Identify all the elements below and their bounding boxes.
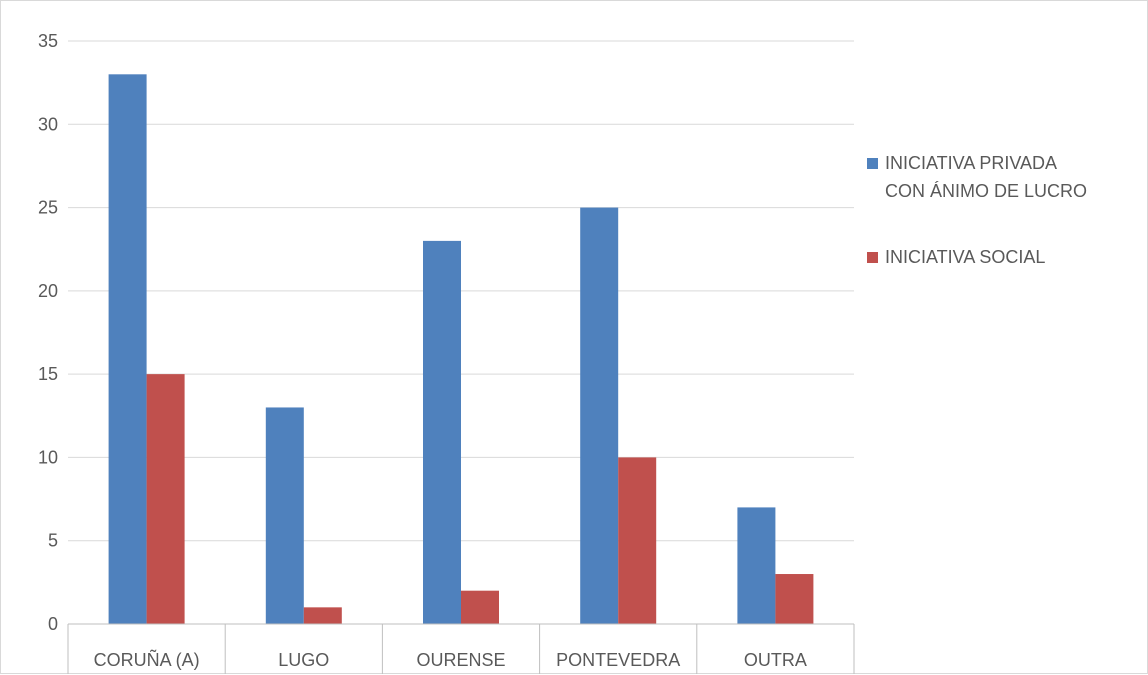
x-tick-label: PONTEVEDRA: [556, 650, 680, 670]
legend-swatch: [867, 158, 878, 169]
legend-label: INICIATIVA PRIVADA: [885, 153, 1057, 173]
bar-series-0-2: [423, 240, 461, 624]
bar-series-1-3: [618, 457, 657, 624]
y-tick-label: 25: [38, 198, 58, 218]
legend: INICIATIVA PRIVADA CON ÁNIMO DE LUCRO INIC…: [867, 153, 1087, 267]
bar-series-1-0: [146, 374, 185, 624]
legend-label: INICIATIVA SOCIAL: [885, 247, 1045, 267]
x-tick-label: OUTRA: [744, 650, 807, 670]
y-tick-label: 15: [38, 364, 58, 384]
bars: [108, 74, 814, 625]
x-tick-label: CORUÑA (A): [94, 649, 200, 670]
y-tick-label: 20: [38, 281, 58, 301]
axes: [67, 623, 855, 674]
y-tick-label: 10: [38, 447, 58, 467]
x-tick-labels: CORUÑA (A) LUGO OURENSE PONTEVEDRA OUTRA: [94, 649, 807, 670]
y-tick-label: 30: [38, 114, 58, 134]
x-tick-label: LUGO: [278, 650, 329, 670]
bar-series-0-4: [737, 507, 776, 624]
y-tick-label: 5: [48, 531, 58, 551]
bar-series-0-3: [580, 207, 619, 625]
y-tick-labels: 0 5 10 15 20 25 30 35: [38, 31, 58, 634]
bar-series-0-1: [265, 407, 304, 624]
bar-series-0-0: [108, 74, 147, 625]
y-tick-label: 0: [48, 614, 58, 634]
legend-swatch: [867, 252, 878, 263]
bar-series-1-4: [775, 574, 814, 624]
y-tick-label: 35: [38, 31, 58, 51]
bar-series-1-2: [461, 590, 499, 624]
bar-series-1-1: [303, 607, 342, 624]
x-tick-label: OURENSE: [416, 650, 505, 670]
legend-label: CON ÁNIMO DE LUCRO: [885, 181, 1087, 201]
